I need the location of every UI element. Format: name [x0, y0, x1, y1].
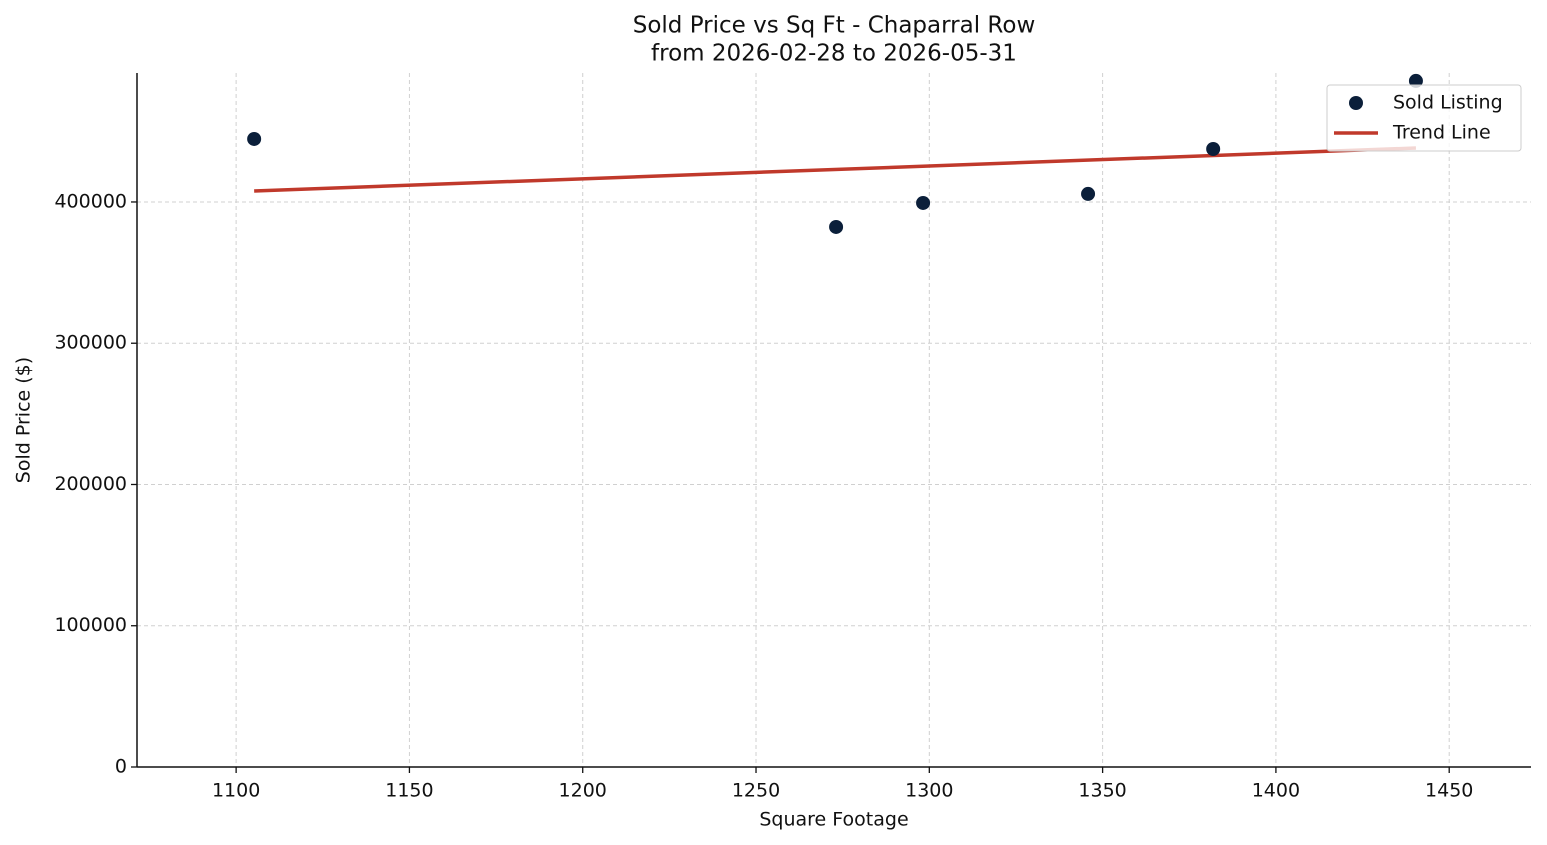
- y-tick-label: 0: [115, 756, 127, 778]
- x-tick-label: 1350: [1078, 780, 1126, 802]
- plot-area: [247, 73, 1423, 234]
- x-axis-label: Square Footage: [759, 809, 908, 831]
- x-tick-label: 1150: [385, 780, 433, 802]
- grid: [137, 73, 1531, 768]
- data-point: [247, 131, 262, 146]
- legend-label: Sold Listing: [1393, 92, 1503, 114]
- y-tick-label: 400000: [54, 190, 127, 212]
- legend-label: Trend Line: [1392, 122, 1491, 144]
- data-point: [916, 195, 931, 210]
- chart-title: Sold Price vs Sq Ft - Chaparral Row: [633, 13, 1036, 39]
- data-point: [1206, 141, 1221, 156]
- x-tick-label: 1100: [212, 780, 260, 802]
- trend-line: [254, 146, 1416, 193]
- x-tick-label: 1300: [905, 780, 953, 802]
- y-tick-label: 100000: [54, 614, 127, 636]
- chart-subtitle: from 2026-02-28 to 2026-05-31: [651, 41, 1017, 67]
- x-tick-label: 1250: [732, 780, 780, 802]
- x-tick-label: 1450: [1425, 780, 1473, 802]
- x-tick-label: 1400: [1252, 780, 1300, 802]
- legend-marker: [1349, 96, 1363, 110]
- data-point: [1081, 186, 1096, 201]
- y-tick-label: 300000: [54, 332, 127, 354]
- y-axis-label: Sold Price ($): [13, 357, 35, 483]
- x-tick-label: 1200: [559, 780, 607, 802]
- legend: Sold Listing Trend Line: [1326, 84, 1522, 152]
- data-point: [1408, 73, 1423, 88]
- data-point: [829, 219, 844, 234]
- y-tick-label: 200000: [54, 473, 127, 495]
